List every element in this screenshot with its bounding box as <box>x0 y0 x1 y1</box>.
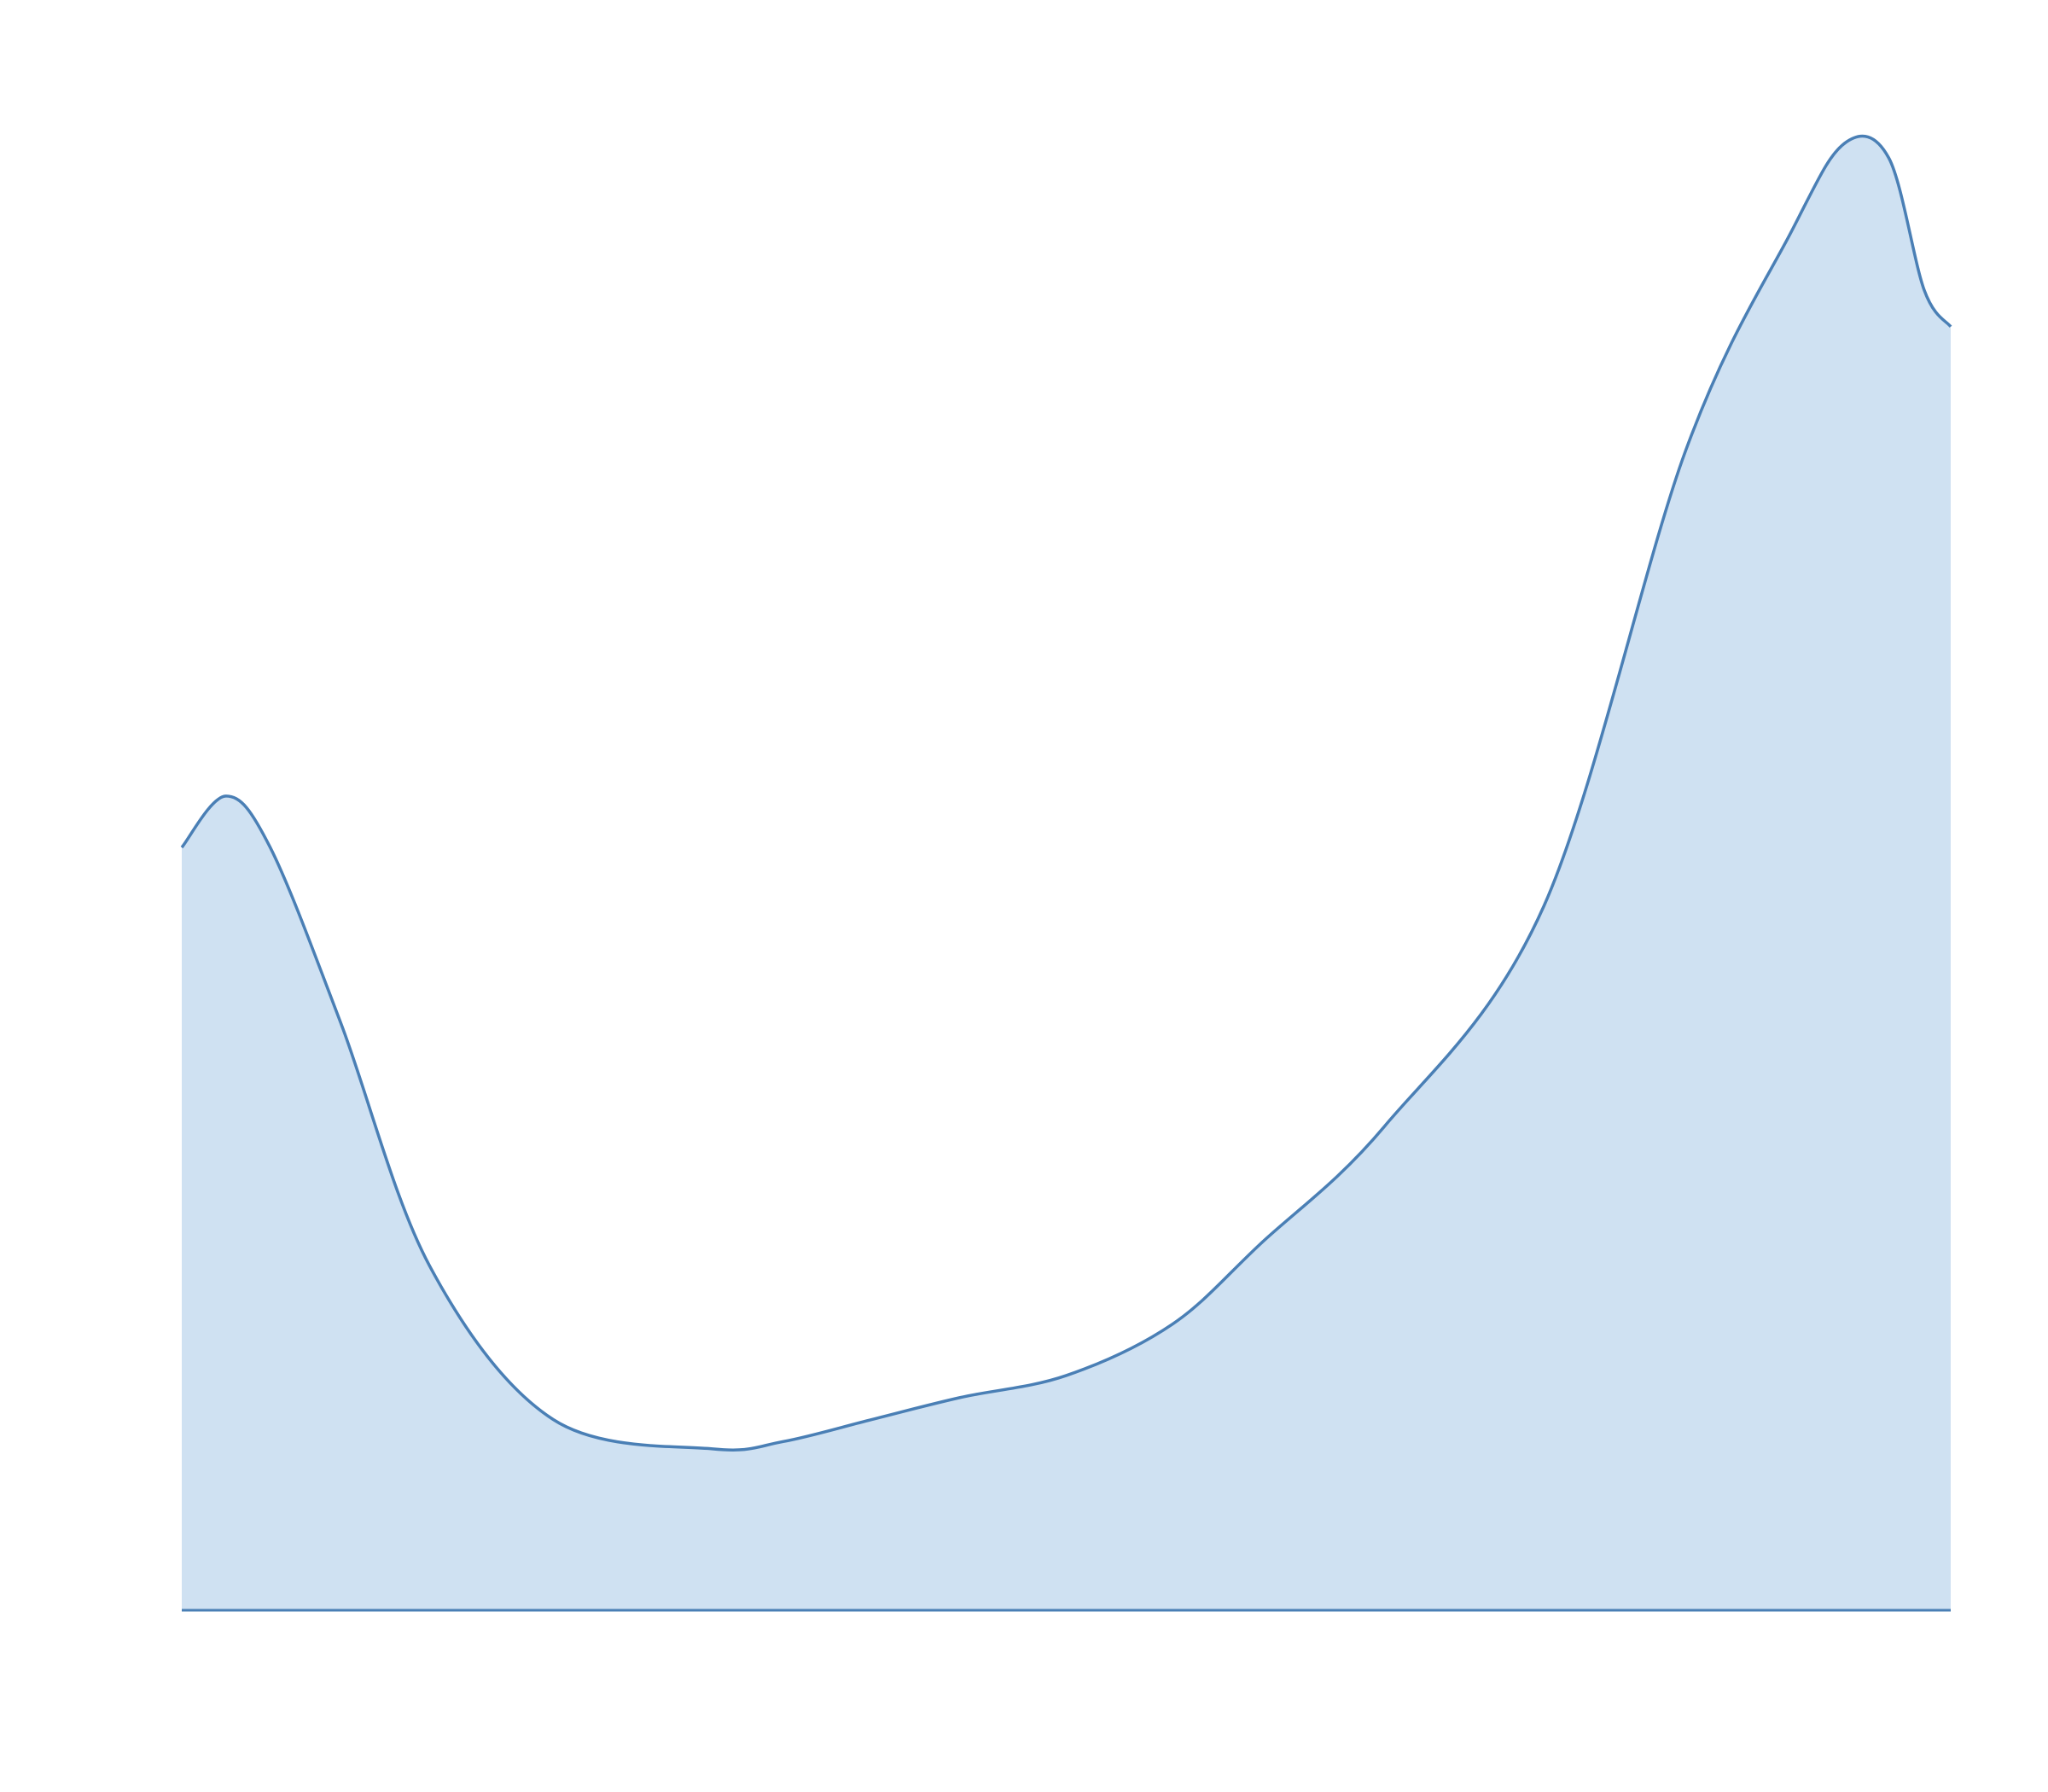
plot-area <box>180 134 1952 1612</box>
area-fill <box>182 136 1951 1611</box>
density-curve <box>180 134 1952 1452</box>
